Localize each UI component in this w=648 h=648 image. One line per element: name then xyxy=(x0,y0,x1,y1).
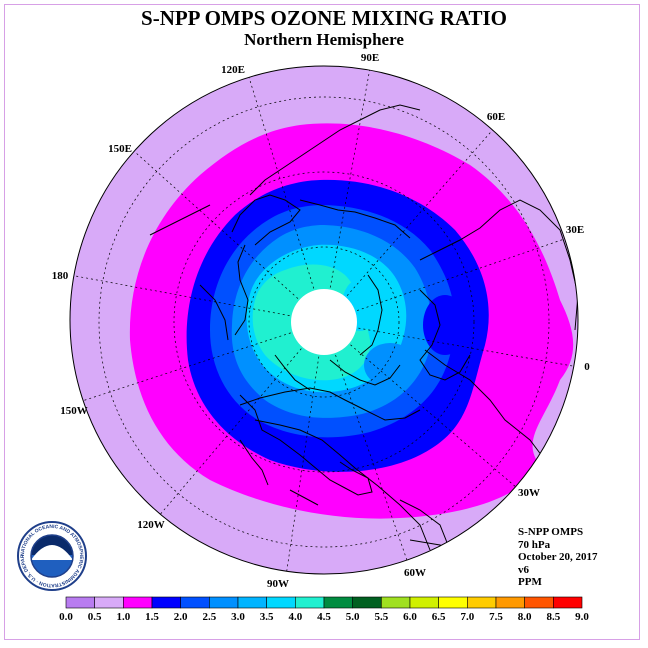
logo-agency-text: NOAA xyxy=(40,551,64,560)
info-version: v6 xyxy=(518,563,529,576)
lon-label-30w: 30W xyxy=(518,487,540,499)
lon-label-60w: 60W xyxy=(404,567,426,579)
info-units: PPM xyxy=(518,576,542,588)
lon-label-90w: 90W xyxy=(267,578,289,590)
lon-label-180: 180 xyxy=(52,270,69,282)
noaa-logo: NATIONAL OCEANIC AND ATMOSPHERIC ADMINIS… xyxy=(16,520,87,591)
lon-label-90e: 90E xyxy=(361,52,379,64)
logo-inner-border xyxy=(30,534,74,578)
polar-no-data-cap xyxy=(291,289,357,355)
band-patch-2.5 xyxy=(364,343,416,387)
info-level: 70 hPa xyxy=(518,538,551,551)
logo-bird-icon xyxy=(31,545,73,560)
lon-label-150e: 150E xyxy=(108,143,132,155)
info-box: S-NPP OMPS 70 hPa October 20, 2017 v6 PP… xyxy=(518,526,598,589)
info-date: October 20, 2017 xyxy=(518,551,598,563)
band-patch-1.5 xyxy=(423,295,467,355)
lon-label-30e: 30E xyxy=(566,224,584,236)
lon-label-150w: 150W xyxy=(60,405,88,417)
graticule xyxy=(70,67,578,574)
lon-label-120w: 120W xyxy=(137,519,165,531)
map-boundary xyxy=(69,65,579,575)
map-frame xyxy=(4,4,640,640)
map-title: S-NPP OMPS OZONE MIXING RATIO xyxy=(141,6,507,30)
info-instrument: S-NPP OMPS xyxy=(518,526,584,538)
lon-label-60e: 60E xyxy=(487,111,505,123)
lon-label-0: 0 xyxy=(584,361,590,373)
lon-label-120e: 120E xyxy=(221,64,245,76)
map-subtitle: Northern Hemisphere xyxy=(244,30,404,49)
